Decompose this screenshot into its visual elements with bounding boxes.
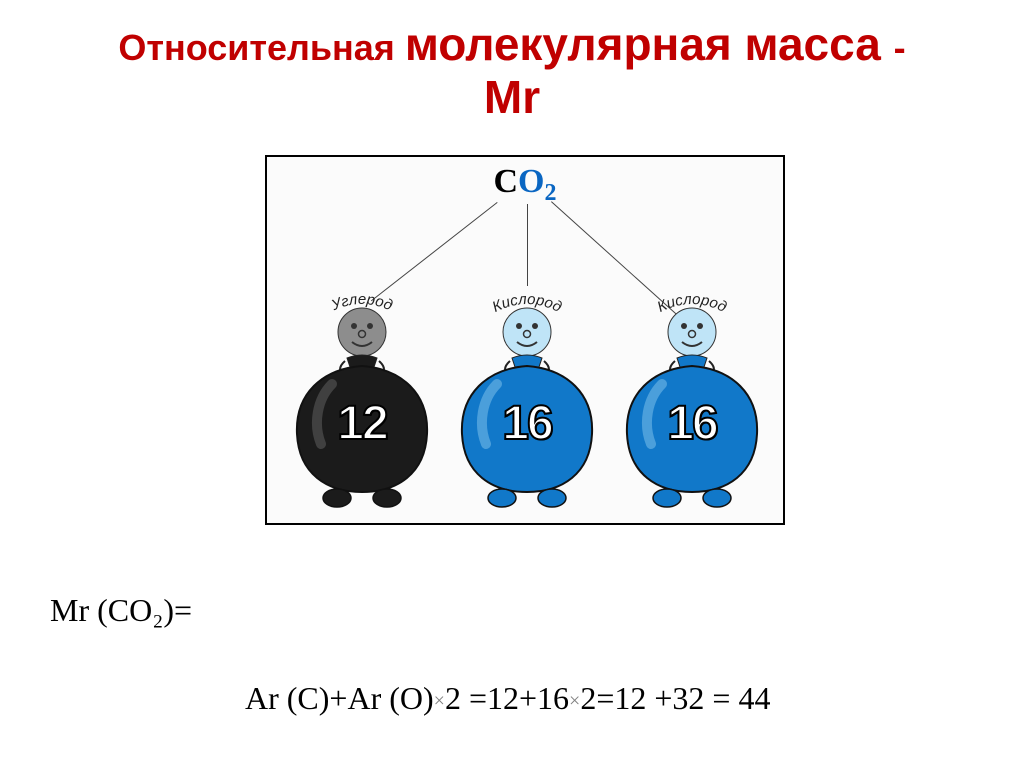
eq-part-c: 2=12 +32 = 44: [580, 680, 770, 716]
atom-mass-carbon: 12: [287, 396, 437, 451]
eq-part-a: Ar (C)+Ar (O): [245, 680, 434, 716]
title-mr: Mr: [0, 71, 1024, 124]
formula-o: O: [518, 163, 544, 200]
slide: Относительная молекулярная масса - Mr CO…: [0, 0, 1024, 767]
eq-mult-2: ×: [569, 690, 580, 712]
atom-bag-oxygen-1: Кислород 16: [452, 274, 602, 509]
figure-box: CO2 Углерод 12 Кислород 16: [265, 155, 785, 525]
formula-co2: CO2: [267, 163, 783, 207]
atom-bag-carbon: Углерод 12: [287, 274, 437, 509]
equation-mr-co2: Mr (CO₂)=: [50, 592, 192, 629]
atom-bag-oxygen-2: Кислород 16: [617, 274, 767, 509]
atom-mass-oxygen-2: 16: [617, 396, 767, 451]
title-big: молекулярная масса: [405, 18, 894, 70]
eq-mult-1: ×: [434, 690, 445, 712]
title-prefix: Относительная: [118, 27, 404, 68]
equation-expansion: Ar (C)+Ar (O)×2 =12+16×2=12 +32 = 44: [245, 680, 770, 717]
atom-mass-oxygen-1: 16: [452, 396, 602, 451]
formula-c: C: [493, 163, 518, 200]
eq-part-b: 2 =12+16: [445, 680, 569, 716]
slide-title: Относительная молекулярная масса - Mr: [0, 0, 1024, 124]
title-dash: -: [894, 27, 906, 68]
